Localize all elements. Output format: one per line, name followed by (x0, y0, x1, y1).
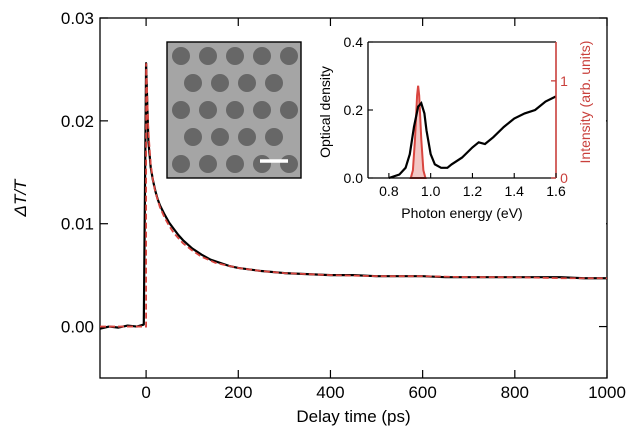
nanocrystal (265, 74, 283, 92)
absorption-spectrum (388, 95, 557, 180)
nanocrystal (211, 74, 229, 92)
inset-x-tick-label: 0.8 (379, 183, 399, 199)
inset-y2-tick-label: 0 (560, 170, 568, 186)
x-tick-label: 400 (316, 383, 344, 402)
nanocrystal (253, 101, 271, 119)
inset-background (316, 30, 606, 238)
tem-nanocrystals (172, 47, 298, 173)
inset-x-tick-label: 1.2 (463, 183, 483, 199)
x-tick-label: 0 (141, 383, 150, 402)
inset-y-tick-label: 0.0 (344, 170, 364, 186)
inset-y2-axis-label: Intensity (arb. units) (577, 41, 593, 164)
inset-y-tick-label: 0.2 (344, 102, 364, 118)
nanocrystal (265, 128, 283, 146)
nanocrystal (199, 155, 217, 173)
x-tick-label: 200 (224, 383, 252, 402)
x-axis-label: Delay time (ps) (296, 407, 410, 426)
inset-y2-tick-label: 1 (560, 73, 568, 89)
inset-x-tick-label: 1.6 (546, 183, 566, 199)
nanocrystal (280, 47, 298, 65)
nanocrystal (184, 128, 202, 146)
laser-spectrum (409, 85, 427, 179)
x-tick-label: 600 (408, 383, 436, 402)
nanocrystal (253, 47, 271, 65)
nanocrystal (226, 101, 244, 119)
nanocrystal (226, 155, 244, 173)
nanocrystal (199, 47, 217, 65)
y-axis-label: ΔT/T (11, 178, 30, 218)
plot-frame (99, 17, 608, 379)
y-tick-label: 0.02 (61, 112, 94, 131)
inset-x-tick-label: 1.4 (504, 183, 524, 199)
inset-y-axis-label: Optical density (317, 66, 333, 158)
nanocrystal (172, 47, 190, 65)
inset-x-axis-label: Photon energy (eV) (401, 205, 522, 221)
nanocrystal (226, 47, 244, 65)
inset-y-tick-label: 0.4 (344, 34, 364, 50)
nanocrystal (238, 74, 256, 92)
nanocrystal (184, 74, 202, 92)
nanocrystal (238, 128, 256, 146)
x-tick-label: 1000 (588, 383, 626, 402)
nanocrystal (211, 128, 229, 146)
y-tick-label: 0.01 (61, 215, 94, 234)
inset-x-tick-label: 1.0 (421, 183, 441, 199)
nanocrystal (280, 101, 298, 119)
nanocrystal (199, 101, 217, 119)
x-tick-label: 800 (501, 383, 529, 402)
nanocrystal (172, 101, 190, 119)
nanocrystal (172, 155, 190, 173)
y-tick-label: 0.03 (61, 9, 94, 28)
y-tick-label: 0.00 (61, 318, 94, 337)
